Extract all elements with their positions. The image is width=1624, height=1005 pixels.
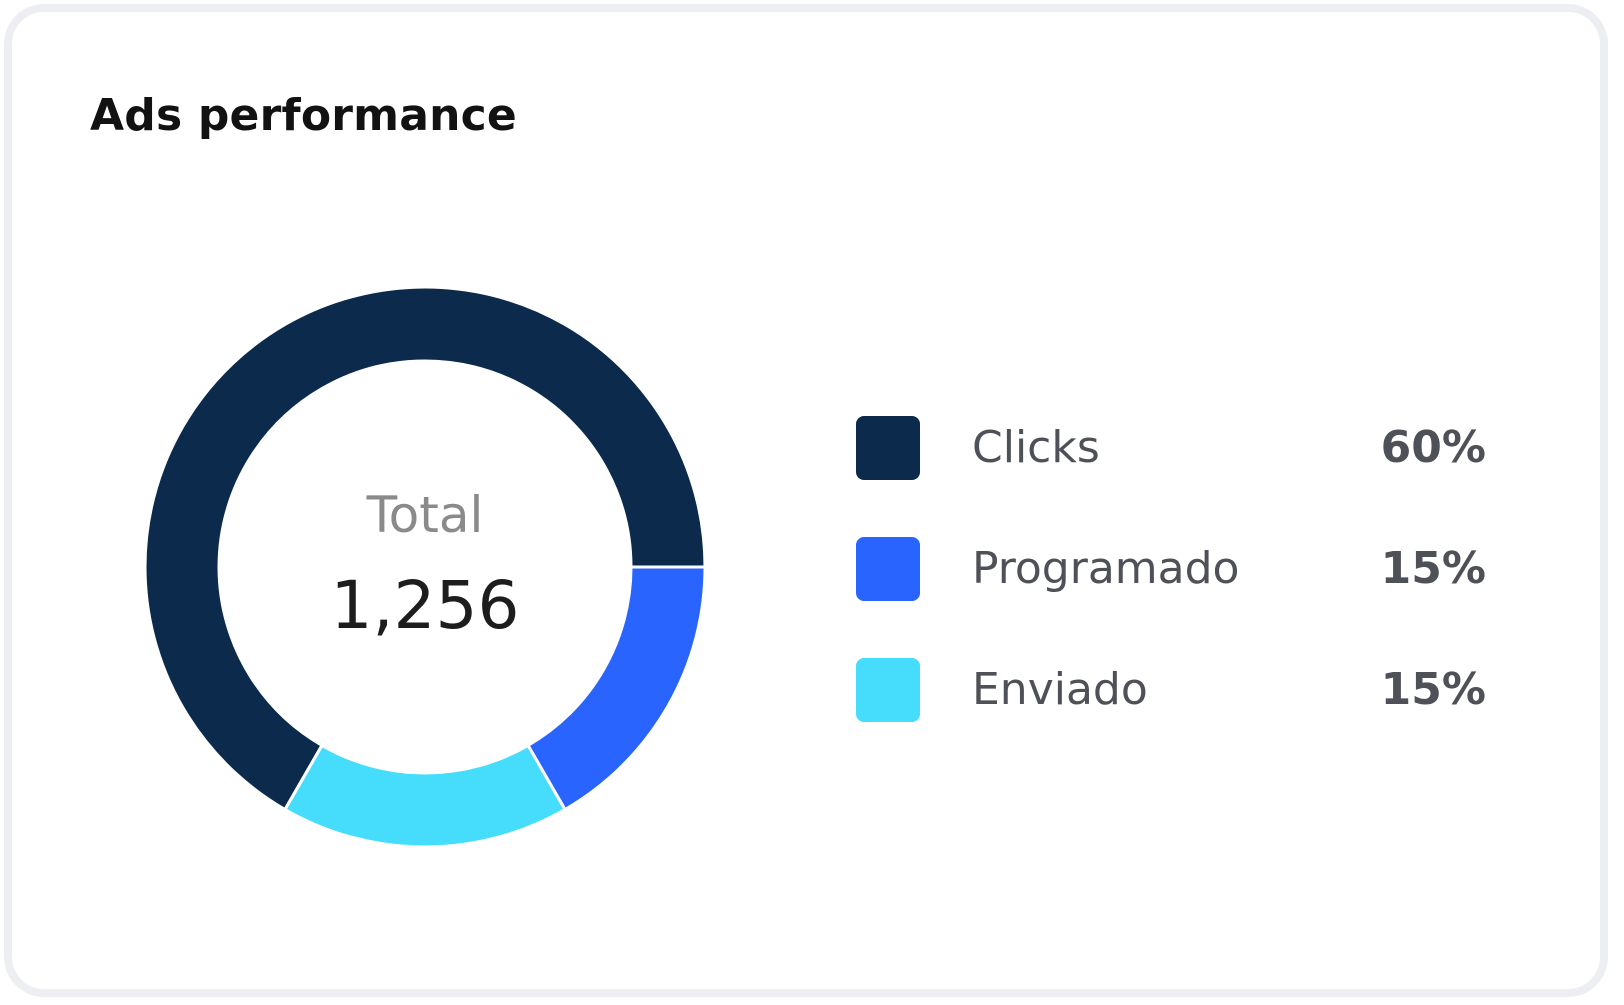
legend-item-clicks: Clicks 60% — [856, 416, 1486, 480]
legend-label-programado: Programado — [972, 543, 1240, 594]
ads-performance-card: Ads performance — [4, 4, 1608, 997]
donut-center-label: Total — [366, 486, 484, 544]
card-title: Ads performance — [90, 90, 517, 141]
donut-slice-enviado — [282, 743, 568, 849]
legend-swatch-enviado — [856, 658, 920, 722]
legend-value-enviado: 15% — [1380, 664, 1486, 715]
legend-value-clicks: 60% — [1380, 422, 1486, 473]
chart-legend: Clicks 60% Programado 15% Enviado 15% — [856, 416, 1486, 779]
donut-center-value: 1,256 — [330, 567, 520, 644]
legend-item-programado: Programado 15% — [856, 537, 1486, 601]
legend-label-enviado: Enviado — [972, 664, 1148, 715]
legend-label-clicks: Clicks — [972, 422, 1100, 473]
legend-swatch-programado — [856, 537, 920, 601]
legend-value-programado: 15% — [1380, 543, 1486, 594]
legend-swatch-clicks — [856, 416, 920, 480]
donut-slice-clicks — [143, 285, 707, 812]
legend-item-enviado: Enviado 15% — [856, 658, 1486, 722]
donut-chart — [143, 285, 707, 849]
